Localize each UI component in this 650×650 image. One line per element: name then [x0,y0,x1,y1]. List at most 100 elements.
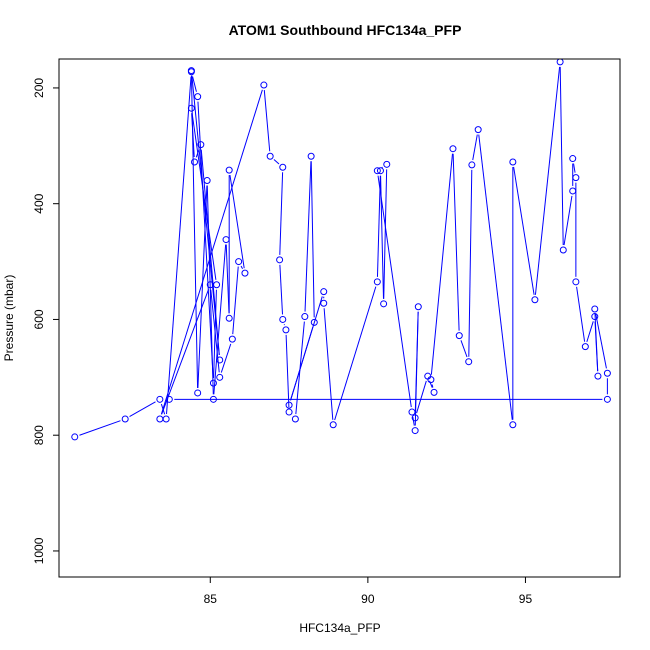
series-line-segment [478,134,513,420]
y-tick-label: 600 [32,309,46,329]
series-line-segment [229,174,245,269]
data-point [121,415,129,423]
data-point [572,278,580,286]
data-point [449,145,457,153]
series-line-segment [429,380,433,388]
series-line-segment [195,149,200,158]
series-line-segment [285,334,290,408]
data-point [228,335,236,343]
data-point [156,395,164,403]
series-line-segment [573,163,576,173]
data-point [411,427,419,435]
data-point [376,167,384,175]
series-line-segment [416,380,427,414]
data-point [71,433,79,441]
data-point [455,332,463,340]
data-point [194,93,202,101]
data-point [430,388,438,396]
series-line-segment [79,420,121,436]
data-point [591,313,599,321]
data-point [241,269,249,277]
series-line-segment [534,66,561,295]
data-point [235,258,243,266]
series-line-segment [452,153,460,331]
data-point [307,152,315,160]
series-line-segment [412,416,415,426]
series-line-segment [472,134,478,161]
data-point [191,158,199,166]
series-line-segment [334,286,377,421]
x-tick-label: 90 [361,592,375,606]
series-line-segment [160,89,263,415]
series-line-segment [513,166,535,295]
data-point [260,81,268,89]
series-line-segment [576,286,586,342]
data-point [203,177,211,185]
data-point [329,421,337,429]
series-line-segment [310,161,315,318]
data-point [291,415,299,423]
data-point [603,369,611,377]
x-axis: 85 90 95 [204,576,532,606]
x-axis-label: HFC134a_PFP [299,621,380,635]
series-line-segment [210,289,220,373]
data-point [373,167,381,175]
data-point [559,246,567,254]
series-line-segment [197,185,208,388]
series-line-segment [431,384,434,388]
data-point [383,160,391,168]
data-point [285,408,293,416]
data-point [279,163,287,171]
series-line-segment [377,175,412,408]
data-point [301,313,309,321]
data-point [216,373,224,381]
series-line-segment [414,311,419,413]
y-tick-label: 1000 [32,537,46,564]
x-tick-label: 85 [204,592,218,606]
series-line-segment [595,313,607,369]
data-point [282,326,290,334]
data-point [213,281,221,289]
data-point [468,161,476,169]
data-point [197,141,205,149]
data-point [279,315,287,323]
series-line-segment [213,244,227,395]
series-line-segment [460,340,468,358]
series-line-segment [304,161,312,312]
series-line-segment [279,172,284,255]
plot-frame [58,58,621,578]
series-line-segment [594,314,599,372]
data-point [266,152,274,160]
data-point [414,303,422,311]
data-point [569,187,577,195]
data-point [276,256,284,264]
series-line-segment [240,265,243,269]
data-point [531,296,539,304]
data-point [509,158,517,166]
data-point [165,395,173,403]
series-group [71,59,611,441]
series-line-segment [206,185,214,395]
y-tick-label: 200 [32,78,46,98]
series-line-segment [468,169,473,357]
data-point [408,408,416,416]
data-point [581,343,589,351]
data-point [509,421,517,429]
data-point [373,278,381,286]
series-line-segment [586,321,594,343]
y-tick-label: 800 [32,425,46,445]
data-point [187,104,195,112]
data-point [310,318,318,326]
data-point [474,126,482,134]
series-line-segment [559,66,564,246]
series-line-segment [220,343,232,373]
data-point [320,299,328,307]
series-line-segment [376,175,381,277]
data-point [194,389,202,397]
data-point [225,166,233,174]
data-point [162,415,170,423]
series-line-segment [161,289,209,415]
series-line-segment [279,264,284,315]
data-point [285,401,293,409]
